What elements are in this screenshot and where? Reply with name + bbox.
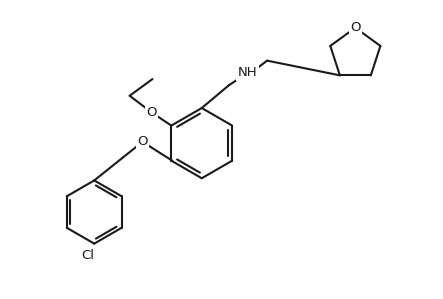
Text: Cl: Cl	[81, 249, 94, 263]
Text: O: O	[137, 135, 148, 148]
Text: NH: NH	[237, 66, 257, 80]
Text: O: O	[146, 106, 157, 119]
Text: O: O	[350, 21, 361, 34]
